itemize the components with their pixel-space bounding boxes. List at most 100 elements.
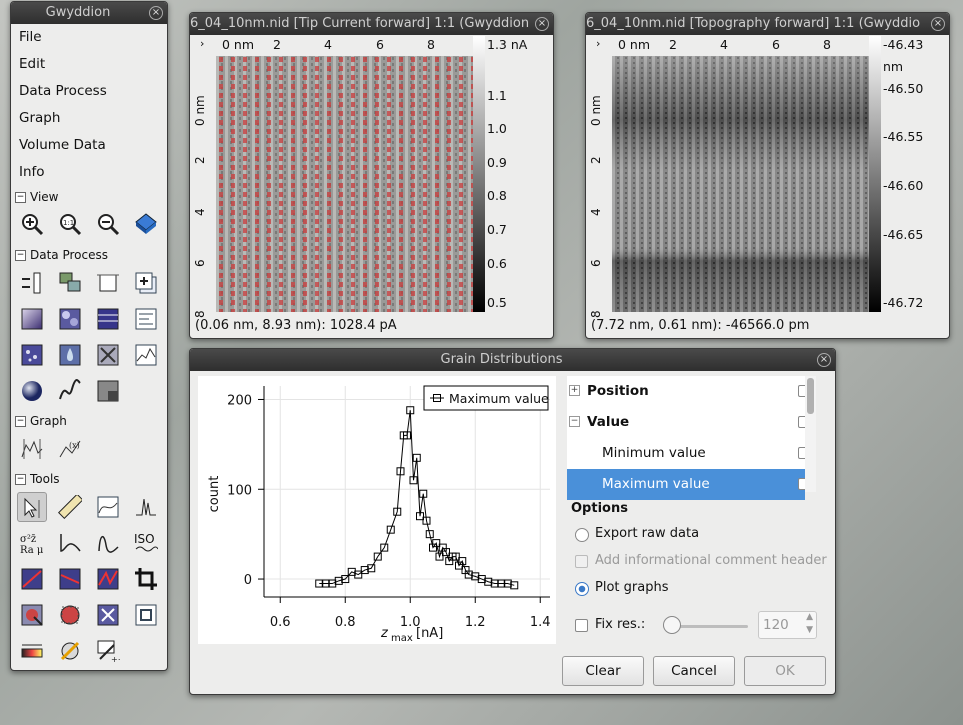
menu-volume-data[interactable]: Volume Data <box>19 137 106 153</box>
mask-icon[interactable] <box>93 376 123 406</box>
scar-tool-icon[interactable] <box>93 564 123 594</box>
data-point <box>354 570 363 579</box>
menu-edit[interactable]: Edit <box>19 56 46 72</box>
ruler-corner-icon[interactable]: › <box>596 37 601 50</box>
distribution-graph[interactable]: 0.6 0.8 1.0 1.2 1.4 200 100 0 count z max [nA] Maxim… <box>198 376 556 644</box>
spin-down-icon[interactable]: ▼ <box>806 625 813 635</box>
vertical-ruler: 0 nm 2 4 6 8 <box>586 54 604 318</box>
zoom-out-icon[interactable] <box>93 209 123 239</box>
add-comment-label[interactable]: Add informational comment header <box>595 553 827 568</box>
remove-scars-icon[interactable] <box>93 340 123 370</box>
plot-graphs-label[interactable]: Plot graphs <box>595 580 669 595</box>
select-region-icon[interactable] <box>131 600 161 630</box>
profile-icon[interactable] <box>131 340 161 370</box>
resize-icon[interactable] <box>93 268 123 298</box>
gradient-icon[interactable] <box>17 304 47 334</box>
section-view[interactable]: − View <box>15 190 58 204</box>
scrollbar-thumb[interactable] <box>807 378 814 414</box>
tree-row[interactable]: Maximum value <box>567 469 810 500</box>
ok-button[interactable]: OK <box>744 656 826 686</box>
spectrum-icon[interactable] <box>131 492 161 522</box>
export-raw-radio[interactable] <box>575 528 589 542</box>
grains-icon[interactable] <box>55 304 85 334</box>
x-tick: 4 <box>720 37 728 52</box>
fit-curve-icon[interactable] <box>93 528 123 558</box>
close-icon[interactable]: × <box>535 17 549 31</box>
horizontal-ruler: › 0 nm 2 4 6 8 <box>190 36 472 54</box>
cancel-button[interactable]: Cancel <box>653 656 735 686</box>
sphere-icon[interactable] <box>17 376 47 406</box>
tree-row[interactable]: Minimum value <box>567 438 810 469</box>
collapse-icon: − <box>15 249 26 261</box>
tip-current-window: 6_04_10nm.nid [Tip Current forward] 1:1 … <box>189 12 554 339</box>
line-correct-icon[interactable] <box>93 304 123 334</box>
3d-view-icon[interactable] <box>131 209 161 239</box>
crop-ruler-icon[interactable] <box>17 268 47 298</box>
fix-res-label[interactable]: Fix res.: <box>595 617 646 632</box>
collapse-icon: − <box>15 473 26 485</box>
spin-up-icon[interactable]: ▲ <box>806 612 813 622</box>
distribution-icon[interactable] <box>55 528 85 558</box>
menu-data-process[interactable]: Data Process <box>19 83 107 99</box>
export-raw-label[interactable]: Export raw data <box>595 526 700 541</box>
section-data-process[interactable]: − Data Process <box>15 248 108 262</box>
topography-image[interactable] <box>612 56 869 312</box>
level-icon[interactable] <box>17 564 47 594</box>
section-tools[interactable]: − Tools <box>15 472 60 486</box>
close-icon[interactable]: × <box>817 353 831 367</box>
zoom-1-1-icon[interactable]: 1:1 <box>55 209 85 239</box>
add-comment-checkbox[interactable] <box>575 555 588 568</box>
tree-row[interactable]: + Position <box>567 376 810 407</box>
scale-label: -46.72 <box>883 295 924 310</box>
fix-res-checkbox[interactable] <box>575 619 588 632</box>
zoom-in-icon[interactable] <box>17 209 47 239</box>
close-icon[interactable]: × <box>931 17 945 31</box>
toolbox-titlebar[interactable]: Gwyddion × <box>11 2 167 24</box>
menu-file[interactable]: File <box>19 29 42 45</box>
menu-graph[interactable]: Graph <box>19 110 61 126</box>
mask-remove-icon[interactable] <box>17 600 47 630</box>
topography-titlebar[interactable]: 6_04_10nm.nid [Topography forward] 1:1 (… <box>586 13 949 35</box>
x-tick-label: 1.4 <box>530 615 551 630</box>
statistics-icon[interactable]: σ²z̄ Ra μ <box>17 528 47 558</box>
mask-edit-icon[interactable] <box>55 600 85 630</box>
options-header: Options <box>571 501 628 516</box>
add-channel-icon[interactable] <box>131 268 161 298</box>
drop-icon[interactable] <box>55 340 85 370</box>
close-icon[interactable]: × <box>149 6 163 20</box>
ruler-icon[interactable] <box>55 492 85 522</box>
curve-icon[interactable] <box>55 376 85 406</box>
tree-row[interactable]: − Value <box>567 407 810 438</box>
tip-current-image[interactable] <box>216 56 473 312</box>
spot-remove-icon[interactable] <box>93 600 123 630</box>
rotate-icon[interactable] <box>55 636 85 666</box>
collapse-icon[interactable]: − <box>569 416 580 427</box>
level-grain-icon[interactable] <box>55 564 85 594</box>
pointer-tool-icon[interactable] <box>17 492 47 522</box>
tip-current-titlebar[interactable]: 6_04_10nm.nid [Tip Current forward] 1:1 … <box>190 13 553 35</box>
fix-res-spinbox[interactable]: 120 ▲ ▼ <box>758 611 817 639</box>
fix-res-slider[interactable] <box>663 625 748 628</box>
x-tick-label: 1.0 <box>400 615 421 630</box>
profile-tool-icon[interactable] <box>93 492 123 522</box>
layers-icon[interactable] <box>55 268 85 298</box>
graph-fit-icon[interactable]: (x) <box>55 434 85 464</box>
crop-icon[interactable] <box>131 564 161 594</box>
graph-measure-icon[interactable] <box>17 434 47 464</box>
legend-box <box>423 385 549 411</box>
text-lines-icon[interactable] <box>131 304 161 334</box>
colorbar-icon[interactable] <box>17 636 47 666</box>
spots-icon[interactable] <box>17 340 47 370</box>
y-tick: 2 <box>193 156 207 164</box>
slider-handle[interactable] <box>662 616 681 634</box>
path-level-icon[interactable]: ++ <box>93 636 123 666</box>
tree-scrollbar[interactable] <box>805 376 816 492</box>
iso-icon[interactable]: ISO <box>131 528 161 558</box>
expand-icon[interactable]: + <box>569 385 580 396</box>
plot-graphs-radio[interactable] <box>575 582 589 596</box>
clear-button[interactable]: Clear <box>562 656 644 686</box>
menu-info[interactable]: Info <box>19 164 45 180</box>
ruler-corner-icon[interactable]: › <box>200 37 205 50</box>
dialog-titlebar[interactable]: Grain Distributions × <box>190 349 835 371</box>
section-graph[interactable]: − Graph <box>15 414 67 428</box>
